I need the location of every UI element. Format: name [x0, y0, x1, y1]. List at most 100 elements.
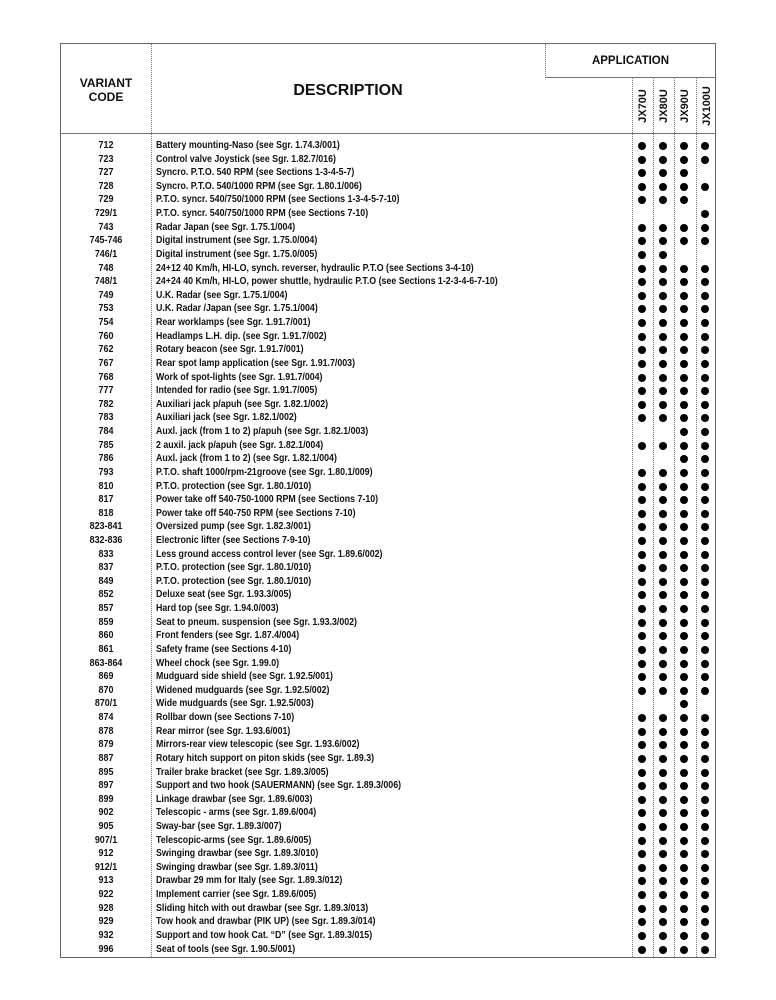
application-dot-jx80u: [659, 768, 667, 777]
application-dot-jx90u: [680, 414, 688, 423]
application-dot-jx70u: [638, 182, 646, 191]
variant-code: 785: [98, 438, 114, 451]
variant-description: Mirrors-rear view telescopic (see Sgr. 1…: [156, 738, 360, 751]
application-dot-jx70u: [638, 373, 646, 382]
header-divider: [61, 133, 715, 134]
table-row: 879 Mirrors-rear view telescopic (see Sgr…: [61, 738, 715, 752]
application-dot-jx80u: [659, 591, 667, 600]
variant-description: Swinging drawbar (see Sgr. 1.89.3/010): [156, 847, 319, 860]
application-dot-jx90u: [680, 455, 688, 464]
application-dot-jx100u: [701, 564, 709, 573]
application-dot-jx80u: [659, 686, 667, 695]
application-dot-jx80u: [659, 891, 667, 900]
variant-description: Telescopic-arms (see Sgr. 1.89.6/005): [156, 833, 312, 846]
variant-code: 748/1: [94, 275, 118, 288]
application-dot-jx100u: [701, 414, 709, 423]
application-dot-jx100u: [701, 891, 709, 900]
variant-table: VARIANT CODE DESCRIPTION APPLICATION JX7…: [60, 43, 716, 958]
application-dot-jx90u: [680, 918, 688, 927]
variant-code: 786: [98, 452, 114, 465]
table-row: 810 P.T.O. protection (see Sgr. 1.80.1/01…: [61, 480, 715, 494]
application-dot-jx70u: [638, 768, 646, 777]
variant-code: 870: [98, 683, 114, 696]
variant-description: Syncro. P.T.O. 540/1000 RPM (see Sgr. 1.…: [156, 179, 362, 192]
application-dot-jx80u: [659, 727, 667, 736]
application-dot-jx100u: [701, 237, 709, 246]
variant-description: Wheel chock (see Sgr. 1.99.0): [156, 656, 280, 669]
application-dot-jx70u: [638, 441, 646, 450]
application-dot-jx80u: [659, 632, 667, 641]
table-row: 861 Safety frame (see Sections 4-10): [61, 643, 715, 657]
application-dot-jx70u: [638, 618, 646, 627]
table-row: 905 Sway-bar (see Sgr. 1.89.3/007): [61, 820, 715, 834]
table-row: 760 Headlamps L.H. dip. (see Sgr. 1.91.7/…: [61, 330, 715, 344]
application-dot-jx80u: [659, 237, 667, 246]
model-header-jx80u: JX80U: [653, 78, 674, 133]
table-row: 729/1 P.T.O. syncr. 540/750/1000 RPM (see…: [61, 207, 715, 221]
application-dot-jx90u: [680, 237, 688, 246]
application-dot-jx90u: [680, 428, 688, 437]
table-row: 895 Trailer brake bracket (see Sgr. 1.89.…: [61, 766, 715, 780]
variant-code: 857: [98, 602, 114, 615]
application-dot-jx100u: [701, 877, 709, 886]
application-dot-jx80u: [659, 850, 667, 859]
application-dot-jx100u: [701, 536, 709, 545]
application-dot-jx70u: [638, 782, 646, 791]
variant-code: 837: [98, 561, 114, 574]
variant-description: P.T.O. protection (see Sgr. 1.80.1/010): [156, 561, 312, 574]
application-dot-jx80u: [659, 182, 667, 191]
application-dot-jx70u: [638, 823, 646, 831]
application-dot-jx100u: [701, 332, 709, 341]
variant-code: 753: [98, 302, 114, 315]
application-dot-jx70u: [638, 918, 646, 927]
application-dot-jx90u: [680, 659, 688, 668]
variant-code: 777: [98, 384, 114, 397]
application-dot-jx80u: [659, 536, 667, 545]
application-dot-jx80u: [659, 509, 667, 518]
application-dot-jx80u: [659, 359, 667, 368]
variant-description: Implement carrier (see Sgr. 1.89.6/005): [156, 888, 317, 901]
application-dot-jx90u: [680, 291, 688, 300]
table-row: 887 Rotary hitch support on piton skids (…: [61, 752, 715, 766]
application-dot-jx90u: [680, 482, 688, 491]
application-dot-jx80u: [659, 291, 667, 300]
application-dot-jx90u: [680, 387, 688, 396]
variant-description: Power take off 540-750-1000 RPM (see Sec…: [156, 493, 379, 506]
variant-code: 852: [98, 588, 114, 601]
variant-description: P.T.O. protection (see Sgr. 1.80.1/010): [156, 574, 312, 587]
application-dot-jx90u: [680, 741, 688, 750]
variant-code: 860: [98, 629, 114, 642]
application-dot-jx90u: [680, 319, 688, 328]
application-dot-jx70u: [638, 550, 646, 559]
application-dot-jx90u: [680, 795, 688, 804]
table-row: 777 Intended for radio (see Sgr. 1.91.7/0…: [61, 384, 715, 398]
variant-code: 874: [98, 711, 114, 724]
application-dot-jx70u: [638, 577, 646, 586]
application-dot-jx90u: [680, 278, 688, 287]
application-dot-jx100u: [701, 577, 709, 586]
application-dot-jx70u: [638, 591, 646, 600]
variant-description: U.K. Radar (see Sgr. 1.75.1/004): [156, 288, 288, 301]
variant-description: Power take off 540-750 RPM (see Sections…: [156, 506, 356, 519]
variant-description: Auxl. jack (from 1 to 2) p/apuh (see Sgr…: [156, 425, 369, 438]
application-dot-jx100u: [701, 155, 709, 164]
model-label: JX100U: [700, 85, 713, 126]
variant-code: 784: [98, 425, 114, 438]
column-divider: [151, 44, 152, 957]
variant-code: 817: [98, 493, 114, 506]
variant-code: 899: [98, 792, 114, 805]
variant-description: Support and tow hook Cat. “D” (see Sgr. …: [156, 928, 373, 941]
header-description: DESCRIPTION: [293, 82, 403, 99]
application-dot-jx80u: [659, 645, 667, 654]
application-dot-jx90u: [680, 863, 688, 872]
application-dot-jx80u: [659, 673, 667, 682]
application-dot-jx80u: [659, 931, 667, 940]
table-row: 728 Syncro. P.T.O. 540/1000 RPM (see Sgr.…: [61, 180, 715, 194]
application-dot-jx80u: [659, 373, 667, 382]
table-row: 902 Telescopic - arms (see Sgr. 1.89.6/00…: [61, 806, 715, 820]
variant-code: 727: [98, 166, 114, 179]
variant-description: Less ground access control lever (see Sg…: [156, 547, 383, 560]
application-dot-jx100u: [701, 823, 709, 831]
application-dot-jx100u: [701, 223, 709, 232]
table-row: 870/1 Wide mudguards (see Sgr. 1.92.5/003…: [61, 697, 715, 711]
